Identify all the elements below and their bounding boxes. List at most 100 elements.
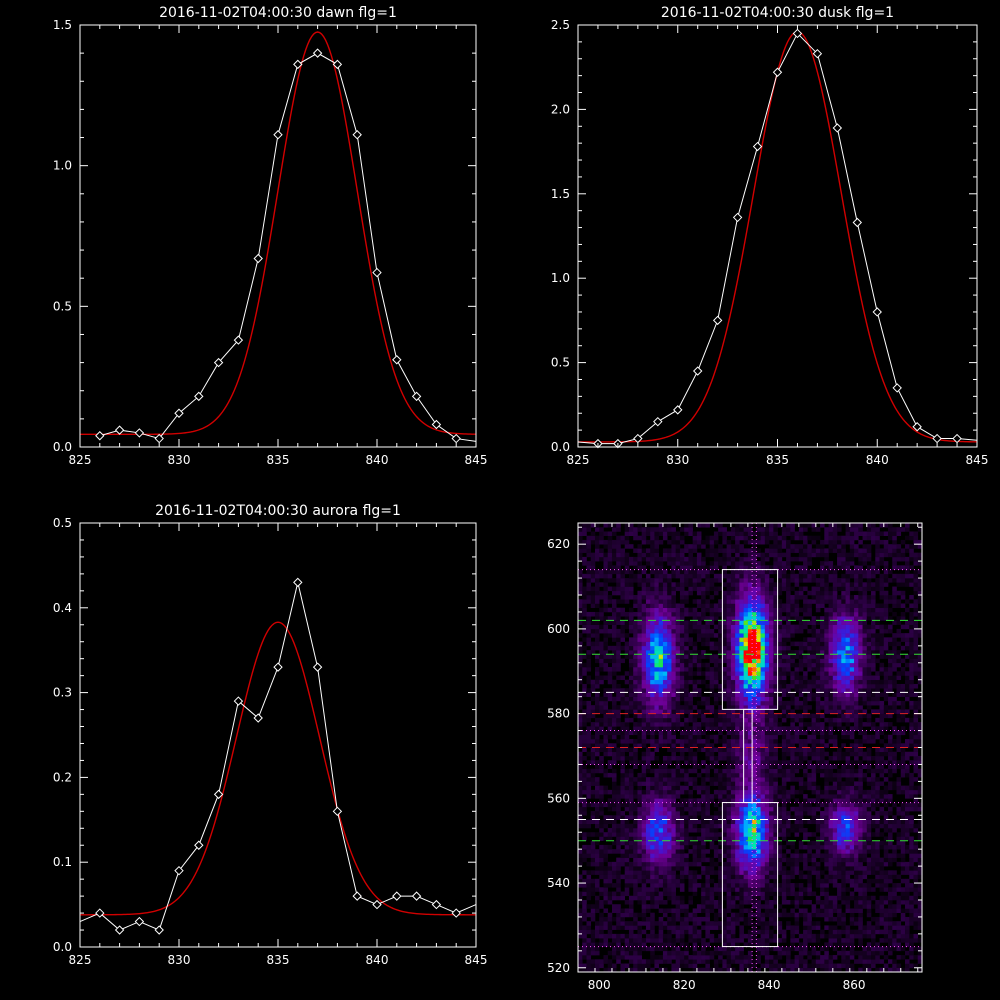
heatmap-cell: [654, 878, 659, 884]
heatmap-cell: [637, 938, 643, 943]
heatmap-cell: [764, 552, 770, 558]
heatmap-cell: [684, 912, 689, 918]
heatmap-cell: [650, 785, 655, 791]
heatmap-cell: [611, 705, 617, 710]
heatmap-cell: [637, 942, 643, 947]
heatmap-cell: [667, 696, 672, 702]
heatmap-cell: [777, 870, 783, 875]
heatmap-cell: [743, 921, 749, 926]
heatmap-cell: [794, 700, 800, 706]
heatmap-cell: [607, 667, 613, 672]
heatmap-cell: [679, 823, 685, 829]
heatmap-cell: [620, 781, 626, 786]
heatmap-cell: [671, 645, 676, 651]
heatmap-cell: [645, 688, 651, 693]
heatmap-cell: [781, 802, 787, 808]
heatmap-cell: [760, 730, 766, 736]
heatmap-cell: [671, 688, 676, 693]
heatmap-cell: [722, 569, 727, 575]
heatmap-cell: [722, 785, 727, 791]
heatmap-cell: [650, 603, 655, 609]
heatmap-cell: [662, 933, 668, 939]
heatmap-cell: [662, 662, 668, 668]
heatmap-cell: [764, 730, 770, 736]
heatmap-cell: [675, 709, 681, 714]
heatmap-cell: [705, 764, 710, 769]
heatmap-cell: [633, 866, 638, 871]
heatmap-cell: [641, 565, 647, 570]
heatmap-cell: [739, 916, 744, 922]
heatmap-cell: [628, 675, 634, 681]
heatmap-cell: [760, 734, 766, 740]
heatmap-cell: [658, 658, 664, 664]
heatmap-cell: [578, 692, 583, 697]
heatmap-cell: [773, 696, 778, 702]
heatmap-cell: [696, 628, 702, 634]
heatmap-cell: [743, 650, 749, 655]
heatmap-cell: [645, 815, 651, 820]
heatmap-cell: [730, 561, 736, 566]
heatmap-cell: [650, 895, 655, 901]
heatmap-cell: [756, 607, 761, 613]
heatmap-cell: [747, 599, 753, 604]
heatmap-cell: [769, 916, 774, 922]
heatmap-cell: [654, 671, 659, 676]
heatmap-cell: [675, 548, 681, 553]
heatmap-cell: [654, 921, 659, 926]
heatmap-cell: [735, 556, 740, 562]
heatmap-cell: [633, 840, 638, 846]
heatmap-cell: [654, 836, 659, 841]
heatmap-cell: [794, 573, 800, 579]
heatmap-cell: [743, 586, 749, 592]
heatmap-cell: [599, 768, 604, 774]
heatmap-cell: [739, 709, 744, 714]
heatmap-cell: [713, 590, 719, 596]
heatmap-cell: [654, 785, 659, 791]
heatmap-cell: [628, 768, 634, 774]
heatmap-cell: [739, 633, 744, 638]
heatmap-cell: [594, 887, 600, 892]
heatmap-cell: [586, 561, 592, 566]
heatmap-cell: [628, 616, 634, 621]
heatmap-cell: [641, 709, 647, 714]
heatmap-cell: [696, 811, 702, 816]
heatmap-cell: [777, 785, 783, 791]
heatmap-cell: [624, 692, 630, 697]
heatmap-cell: [705, 959, 710, 964]
heatmap-cell: [739, 700, 744, 706]
heatmap-cell: [641, 963, 647, 969]
heatmap-cell: [739, 527, 744, 532]
heatmap-cell: [578, 798, 583, 803]
heatmap-cell: [760, 645, 766, 651]
heatmap-cell: [705, 887, 710, 892]
heatmap-cell: [781, 899, 787, 905]
heatmap-cell: [688, 679, 693, 685]
x-tick-label: 830: [666, 453, 689, 467]
heatmap-cell: [658, 650, 664, 655]
heatmap-cell: [756, 883, 761, 888]
heatmap-cell: [582, 844, 587, 850]
heatmap-cell: [756, 806, 761, 812]
heatmap-cell: [705, 823, 710, 829]
heatmap-cell: [696, 582, 702, 587]
heatmap-cell: [701, 967, 706, 973]
heatmap-cell: [637, 603, 643, 609]
heatmap-cell: [786, 688, 791, 693]
heatmap-cell: [718, 531, 723, 537]
heatmap-cell: [679, 552, 685, 558]
heatmap-cell: [730, 853, 736, 858]
heatmap-cell: [777, 794, 783, 799]
heatmap-cell: [692, 811, 698, 816]
heatmap-cell: [726, 866, 732, 871]
heatmap-cell: [739, 789, 744, 795]
heatmap-cell: [641, 700, 647, 706]
heatmap-cell: [726, 675, 732, 681]
heatmap-cell: [654, 726, 659, 731]
heatmap-cell: [709, 777, 715, 782]
heatmap-cell: [671, 908, 676, 913]
heatmap-cell: [764, 853, 770, 858]
heatmap-cell: [578, 743, 583, 748]
heatmap-cell: [637, 590, 643, 596]
heatmap-cell: [594, 696, 600, 702]
heatmap-cell: [739, 959, 744, 964]
